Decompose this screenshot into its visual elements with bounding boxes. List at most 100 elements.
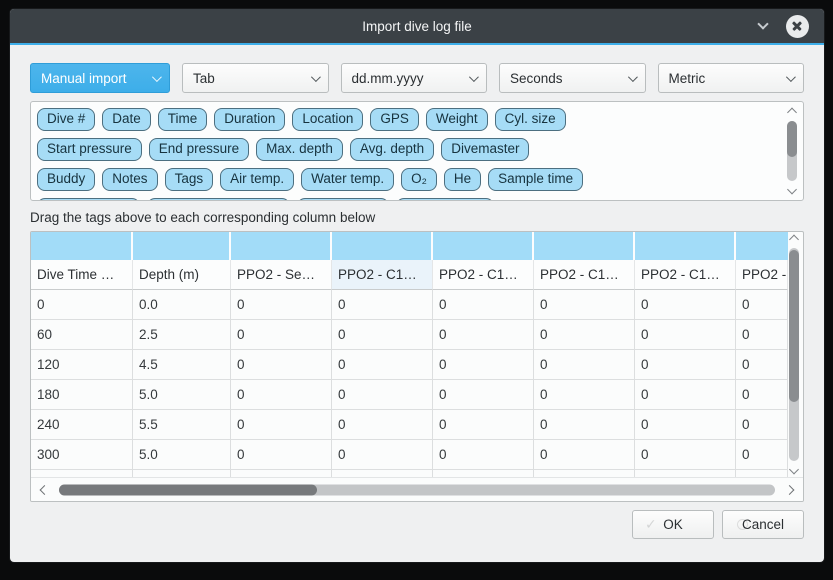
tag-he[interactable]: He [443, 168, 482, 191]
ok-button[interactable]: ✓ OK [632, 510, 714, 539]
column-header[interactable]: Depth (m) [133, 260, 231, 290]
tag-duration[interactable]: Duration [214, 108, 286, 131]
window-title: Import dive log file [362, 18, 472, 34]
scrollbar-thumb[interactable] [789, 250, 799, 402]
column-header[interactable]: PPO2 - C1… [534, 260, 635, 290]
import-preview-table: Dive Time … Depth (m) PPO2 - Se… PPO2 - C1…… [30, 231, 804, 502]
column-header[interactable]: Dive Time … [31, 260, 133, 290]
column-drop-target[interactable] [736, 232, 788, 260]
tag-sample-cns[interactable]: Sample CNS [396, 198, 495, 200]
tag-o[interactable]: O₂ [401, 168, 437, 191]
table-cell: 0 [231, 320, 332, 350]
import-type-dropdown[interactable]: Manual import [30, 63, 170, 93]
chevron-down-icon [151, 71, 162, 82]
table-row: 60 2.5 0 0 0 0 0 0 [31, 320, 788, 350]
table-cell: 0 [635, 440, 736, 470]
chevron-down-icon [785, 71, 796, 82]
close-icon [785, 14, 809, 38]
column-drop-target[interactable] [433, 232, 534, 260]
tag-time[interactable]: Time [157, 108, 208, 131]
tag-sample-time[interactable]: Sample time [488, 168, 584, 191]
column-drop-target[interactable] [231, 232, 332, 260]
tag-row: Buddy Notes Tags Air temp. Water temp. O₂ He Sa… [37, 168, 777, 191]
close-button[interactable] [782, 9, 812, 43]
table-cell: 0 [433, 410, 534, 440]
date-format-dropdown[interactable]: dd.mm.yyyy [340, 63, 487, 93]
table-cell: 4.5 [133, 350, 231, 380]
table-cell: 120 [31, 350, 133, 380]
table-horizontal-scrollbar[interactable] [31, 477, 803, 501]
partial-cell [534, 470, 635, 477]
tag-end-pressure[interactable]: End pressure [148, 138, 250, 161]
table-row: 0 0.0 0 0 0 0 0 0 [31, 290, 788, 320]
partial-cell [133, 470, 231, 477]
column-drop-target[interactable] [635, 232, 736, 260]
partial-cell [433, 470, 534, 477]
tag-location[interactable]: Location [292, 108, 364, 131]
dropdown-value: Manual import [41, 70, 127, 86]
dropdown-value: Seconds [510, 70, 563, 86]
tag-notes[interactable]: Notes [102, 168, 158, 191]
table-row: 240 5.5 0 0 0 0 0 0 [31, 410, 788, 440]
tag-weight[interactable]: Weight [425, 108, 488, 131]
titlebar[interactable]: Import dive log file [10, 9, 824, 43]
column-drop-target[interactable] [332, 232, 433, 260]
tag-date[interactable]: Date [102, 108, 151, 131]
column-header[interactable]: PPO2 - C1… [433, 260, 534, 290]
ok-button-label: OK [663, 517, 683, 532]
units-dropdown[interactable]: Metric [657, 63, 804, 93]
tag-gps[interactable]: GPS [370, 108, 419, 131]
window-shade-button[interactable] [748, 9, 778, 43]
column-drop-target[interactable] [31, 232, 133, 260]
tag-avg-depth[interactable]: Avg. depth [349, 138, 435, 161]
tag-sample-depth[interactable]: Sample depth [37, 198, 141, 200]
tag-row: Start pressure End pressure Max. depth Avg.… [37, 138, 777, 161]
scroll-up-icon[interactable] [787, 107, 797, 118]
table-vertical-scrollbar[interactable] [786, 232, 802, 477]
scroll-up-icon[interactable] [789, 234, 799, 245]
scrollbar-thumb[interactable] [59, 484, 317, 495]
table-cell: 0 [433, 320, 534, 350]
tag-sample-po[interactable]: Sample pO₂ [296, 198, 390, 200]
column-header[interactable]: PPO2 - C1… [332, 260, 433, 290]
scroll-down-icon[interactable] [789, 464, 799, 475]
tag-divemaster[interactable]: Divemaster [441, 138, 530, 161]
table-cell: 0 [534, 290, 635, 320]
cancel-button[interactable]: Cancel [722, 510, 804, 539]
scroll-down-icon[interactable] [787, 184, 797, 195]
field-separator-dropdown[interactable]: Tab [182, 63, 329, 93]
scrollbar-thumb[interactable] [787, 121, 797, 157]
table-cell: 0 [534, 320, 635, 350]
column-header[interactable]: PPO2 - C1… [635, 260, 736, 290]
tag-buddy[interactable]: Buddy [37, 168, 96, 191]
column-header[interactable]: PPO2 - C1… [736, 260, 788, 290]
dialog-footer: ✓ OK Cancel [30, 510, 804, 539]
column-drop-target[interactable] [133, 232, 231, 260]
scrollbar-track[interactable] [59, 484, 775, 495]
table-cell: 0 [635, 290, 736, 320]
time-format-dropdown[interactable]: Seconds [499, 63, 646, 93]
scroll-right-icon[interactable] [784, 484, 795, 495]
partial-cell [231, 470, 332, 477]
tag-cyl-size[interactable]: Cyl. size [494, 108, 566, 131]
scroll-left-icon[interactable] [39, 484, 50, 495]
tag-tags[interactable]: Tags [164, 168, 214, 191]
table-cell: 0 [534, 380, 635, 410]
tags-vertical-scrollbar[interactable] [784, 105, 800, 197]
column-drop-target[interactable] [534, 232, 635, 260]
cancel-button-label: Cancel [741, 517, 785, 532]
tag-max-depth[interactable]: Max. depth [256, 138, 343, 161]
dropdown-value: Metric [668, 70, 706, 86]
drop-target-row [31, 232, 788, 260]
tag-dive[interactable]: Dive # [37, 108, 96, 131]
tag-water-temp[interactable]: Water temp. [301, 168, 395, 191]
tag-air-temp[interactable]: Air temp. [220, 168, 295, 191]
dropdown-value: Tab [193, 70, 215, 86]
tag-start-pressure[interactable]: Start pressure [37, 138, 142, 161]
import-dive-log-dialog: Import dive log file Manual import Tab dd.… [9, 8, 825, 563]
table-cell: 0 [736, 320, 788, 350]
table-cell: 0 [736, 440, 788, 470]
table-cell: 0 [635, 320, 736, 350]
tag-sample-temperature[interactable]: Sample temperature [147, 198, 290, 200]
column-header[interactable]: PPO2 - Se… [231, 260, 332, 290]
